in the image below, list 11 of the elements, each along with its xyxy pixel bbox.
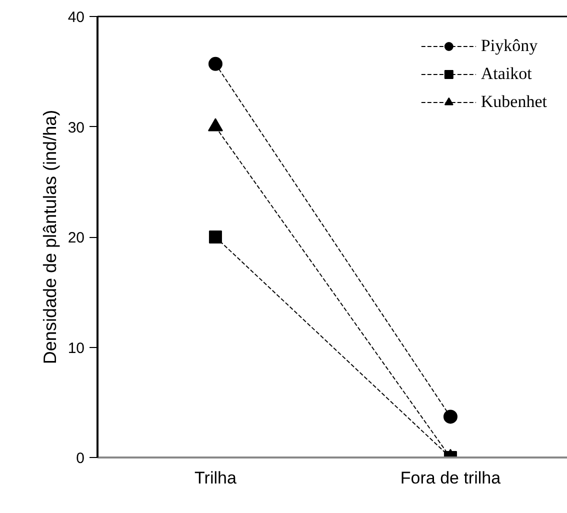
y-tick-label: 20 (68, 230, 85, 246)
y-tick-label: 10 (68, 340, 85, 357)
legend-label: Kubenhet (480, 92, 547, 112)
x-tick-label: Trilha (194, 468, 237, 488)
legend-label: Piykôny (480, 36, 538, 56)
y-tick-label: 0 (76, 450, 84, 467)
legend-label: Ataikot (480, 64, 532, 84)
y-axis-title: Densidade de plântulas (ind/ha) (40, 110, 60, 364)
y-tick-label: 40 (68, 9, 85, 26)
x-tick-label: Fora de trilha (400, 468, 502, 488)
y-tick-label: 30 (68, 119, 85, 136)
